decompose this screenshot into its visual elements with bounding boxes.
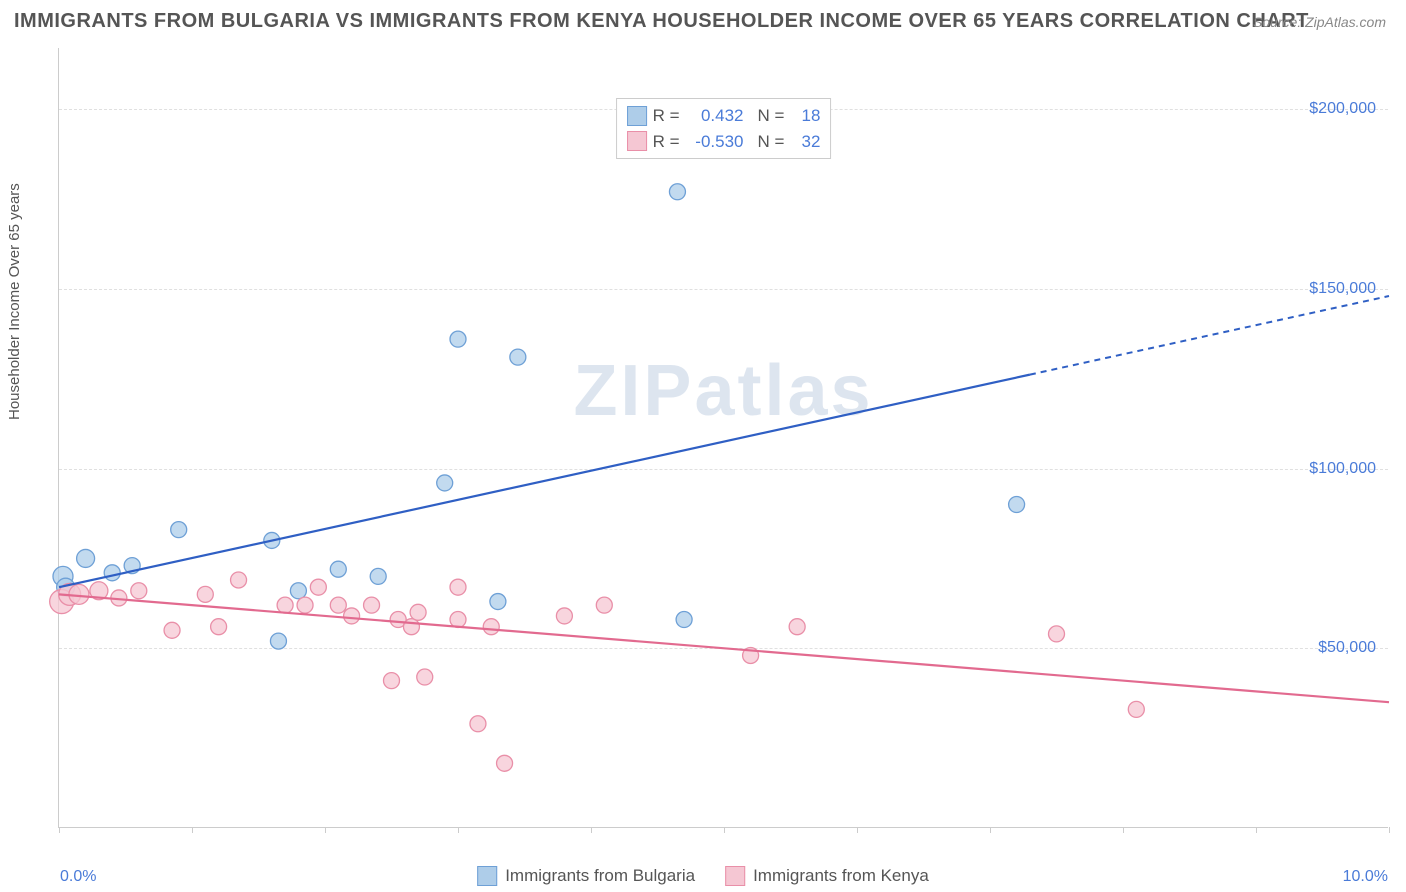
data-point	[310, 579, 326, 595]
data-point	[450, 331, 466, 347]
trend-line	[59, 594, 1389, 702]
data-point	[1049, 626, 1065, 642]
swatch-icon	[725, 866, 745, 886]
data-point	[497, 755, 513, 771]
legend-item-0: Immigrants from Bulgaria	[477, 866, 695, 886]
trend-line	[59, 375, 1030, 588]
data-point	[344, 608, 360, 624]
swatch-series-1	[627, 131, 647, 151]
scatter-svg	[59, 48, 1388, 827]
n-label: N =	[758, 129, 785, 155]
x-axis-min-label: 0.0%	[60, 868, 96, 886]
data-point	[470, 716, 486, 732]
data-point	[789, 619, 805, 635]
data-point	[676, 612, 692, 628]
chart-container: IMMIGRANTS FROM BULGARIA VS IMMIGRANTS F…	[0, 0, 1406, 892]
data-point	[403, 619, 419, 635]
r-label: R =	[653, 103, 680, 129]
data-point	[510, 349, 526, 365]
chart-title: IMMIGRANTS FROM BULGARIA VS IMMIGRANTS F…	[14, 10, 1309, 33]
data-point	[364, 597, 380, 613]
data-point	[131, 583, 147, 599]
y-axis-label: Householder Income Over 65 years	[6, 183, 23, 420]
r-value-0: 0.432	[686, 103, 744, 129]
data-point	[370, 568, 386, 584]
data-point	[104, 565, 120, 581]
series-legend: Immigrants from Bulgaria Immigrants from…	[477, 866, 929, 886]
data-point	[330, 597, 346, 613]
data-point	[669, 184, 685, 200]
n-label: N =	[758, 103, 785, 129]
data-point	[596, 597, 612, 613]
source-attribution: Source: ZipAtlas.com	[1253, 14, 1386, 30]
data-point	[231, 572, 247, 588]
x-axis-max-label: 10.0%	[1343, 868, 1388, 886]
data-point	[450, 612, 466, 628]
data-point	[483, 619, 499, 635]
data-point	[417, 669, 433, 685]
legend-row-series-1: R = -0.530 N = 32	[627, 129, 821, 155]
data-point	[211, 619, 227, 635]
data-point	[290, 583, 306, 599]
plot-area: ZIPatlas $50,000$100,000$150,000$200,000…	[58, 48, 1388, 828]
data-point	[277, 597, 293, 613]
legend-label-1: Immigrants from Kenya	[753, 866, 929, 886]
data-point	[1128, 701, 1144, 717]
n-value-0: 18	[790, 103, 820, 129]
data-point	[270, 633, 286, 649]
data-point	[164, 622, 180, 638]
data-point	[490, 594, 506, 610]
r-value-1: -0.530	[686, 129, 744, 155]
data-point	[410, 604, 426, 620]
data-point	[297, 597, 313, 613]
r-label: R =	[653, 129, 680, 155]
legend-label-0: Immigrants from Bulgaria	[505, 866, 695, 886]
legend-item-1: Immigrants from Kenya	[725, 866, 929, 886]
data-point	[450, 579, 466, 595]
data-point	[1009, 496, 1025, 512]
data-point	[77, 549, 95, 567]
trend-line-extrapolated	[1030, 296, 1389, 375]
swatch-series-0	[627, 106, 647, 126]
data-point	[171, 522, 187, 538]
legend-row-series-0: R = 0.432 N = 18	[627, 103, 821, 129]
swatch-icon	[477, 866, 497, 886]
correlation-legend: R = 0.432 N = 18 R = -0.530 N = 32	[616, 98, 832, 159]
n-value-1: 32	[790, 129, 820, 155]
data-point	[437, 475, 453, 491]
data-point	[330, 561, 346, 577]
data-point	[384, 673, 400, 689]
data-point	[197, 586, 213, 602]
data-point	[556, 608, 572, 624]
